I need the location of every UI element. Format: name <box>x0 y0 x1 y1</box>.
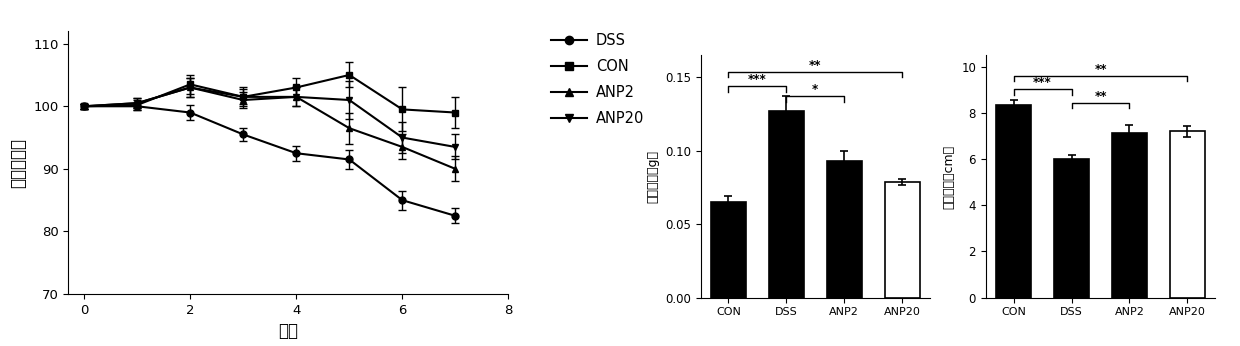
Text: **: ** <box>1094 90 1107 103</box>
Bar <box>827 161 862 298</box>
Text: **: ** <box>1094 63 1107 76</box>
Bar <box>711 202 745 298</box>
Text: *: * <box>812 83 818 97</box>
Bar <box>769 111 804 298</box>
X-axis label: 天数: 天数 <box>278 322 299 340</box>
Y-axis label: 脾脏重量（g）: 脾脏重量（g） <box>646 150 660 203</box>
Y-axis label: 结肠长度（cm）: 结肠长度（cm） <box>942 144 956 209</box>
Y-axis label: 体重百分比: 体重百分比 <box>10 138 27 188</box>
Bar <box>1054 159 1089 298</box>
Bar <box>996 105 1030 298</box>
Legend: DSS, CON, ANP2, ANP20: DSS, CON, ANP2, ANP20 <box>551 33 645 126</box>
Text: **: ** <box>808 58 822 72</box>
Bar <box>1171 131 1205 298</box>
Text: ***: *** <box>1033 76 1052 90</box>
Bar <box>885 182 920 298</box>
Bar <box>1112 133 1147 298</box>
Text: ***: *** <box>748 73 766 86</box>
